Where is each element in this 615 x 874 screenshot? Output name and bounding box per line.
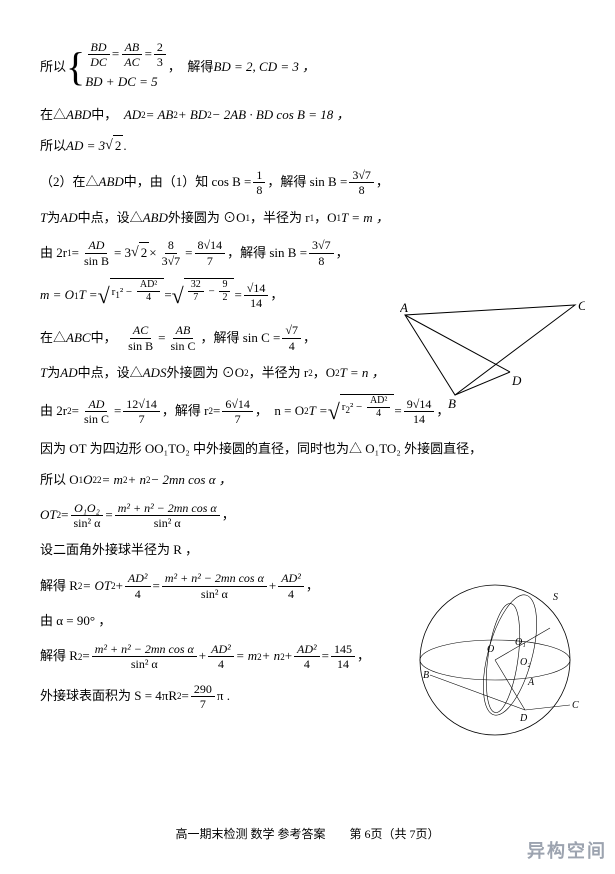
svg-text:S: S xyxy=(553,592,558,603)
equation-7: m = O1T = √r1² − AD²4 = √327 − 92 = √141… xyxy=(40,278,420,313)
triangle-diagram: A B C D xyxy=(400,300,585,417)
equation-15: 解得 R2 = OT2 + AD²4 = m² + n² − 2mn cos α… xyxy=(40,571,420,601)
equation-1: 所以 { BDDC = ABAC = 23 BD + DC = 5 ， 解得 B… xyxy=(40,40,575,95)
equation-2: 在△ ABD 中， AD2 = AB2 + BD2 − 2AB · BD cos… xyxy=(40,105,575,126)
equation-8: 在△ ABC 中， ACsin B = ABsin C ，解得 sin C = … xyxy=(40,323,420,353)
svg-text:C: C xyxy=(572,700,579,711)
equation-3: 所以 AD = 3√2 . xyxy=(40,135,575,157)
eq1-prefix: 所以 xyxy=(40,57,66,78)
label-C: C xyxy=(578,300,585,313)
sphere-diagram: O O₁ O₂ A B C D S xyxy=(415,580,580,752)
svg-text:O: O xyxy=(487,644,494,655)
svg-text:O₁: O₁ xyxy=(515,637,526,648)
equation-11: 因为 OT 为四边形 OO₁TO₂ 中外接圆的直径，同时也为△ O₁TO₂ 外接… xyxy=(40,439,575,460)
equation-5: T 为 AD 中点，设△ ABD 外接圆为 ⊙O1 ，半径为 r1 ，O1T =… xyxy=(40,208,575,229)
brace-icon: { xyxy=(66,51,85,83)
equation-6: 由 2r1 = ADsin B = 3√2 × 83√7 = 8√147 ，解得… xyxy=(40,238,420,268)
watermark: 异构空间 xyxy=(527,837,607,866)
equation-14: 设二面角外接球半径为 R ， xyxy=(40,540,420,561)
equation-16: 由 α = 90° ， xyxy=(40,611,420,632)
svg-text:B: B xyxy=(423,670,429,681)
svg-text:O₂: O₂ xyxy=(520,657,531,668)
page-footer: 高一期末检测 数学 参考答案 第 6页（共 7页） xyxy=(0,825,615,844)
label-B: B xyxy=(448,396,456,410)
label-D: D xyxy=(511,373,522,388)
svg-text:A: A xyxy=(527,677,535,688)
equation-4: （2）在△ ABD 中，由（1）知 cos B = 18 ，解得 sin B =… xyxy=(40,168,575,198)
equation-13: OT2 = O₁O₂sin² α = m² + n² − 2mn cos αsi… xyxy=(40,501,420,531)
equation-12: 所以 O1O22 = m2 + n2 − 2mn cos α ， xyxy=(40,470,420,491)
label-A: A xyxy=(400,300,408,315)
svg-text:D: D xyxy=(519,713,528,724)
